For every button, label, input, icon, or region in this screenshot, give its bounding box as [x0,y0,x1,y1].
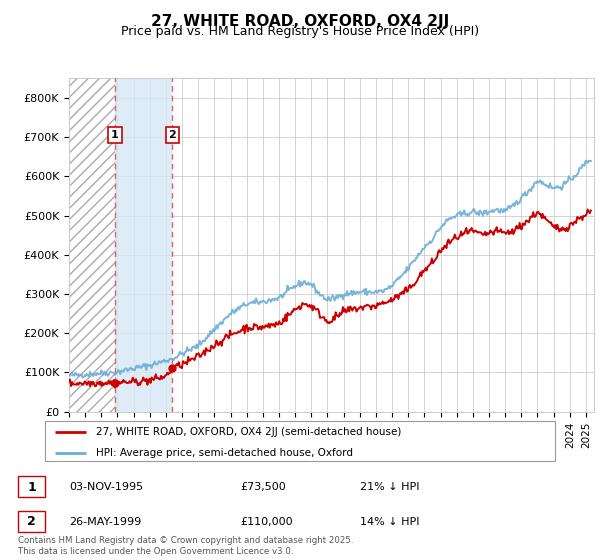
Bar [69,78,115,412]
Text: 2: 2 [27,515,36,529]
Text: £110,000: £110,000 [240,517,293,527]
Text: 27, WHITE ROAD, OXFORD, OX4 2JJ: 27, WHITE ROAD, OXFORD, OX4 2JJ [151,14,449,29]
Text: 14% ↓ HPI: 14% ↓ HPI [360,517,419,527]
Text: Price paid vs. HM Land Registry's House Price Index (HPI): Price paid vs. HM Land Registry's House … [121,25,479,38]
Text: HPI: Average price, semi-detached house, Oxford: HPI: Average price, semi-detached house,… [96,448,353,458]
FancyBboxPatch shape [44,421,556,461]
Bar [115,78,172,412]
Text: £73,500: £73,500 [240,482,286,492]
Text: 26-MAY-1999: 26-MAY-1999 [69,517,141,527]
Text: 27, WHITE ROAD, OXFORD, OX4 2JJ (semi-detached house): 27, WHITE ROAD, OXFORD, OX4 2JJ (semi-de… [96,427,401,437]
Text: 1: 1 [27,480,36,494]
Text: 1: 1 [111,130,119,140]
Text: 21% ↓ HPI: 21% ↓ HPI [360,482,419,492]
Text: 2: 2 [169,130,176,140]
Text: Contains HM Land Registry data © Crown copyright and database right 2025.
This d: Contains HM Land Registry data © Crown c… [18,536,353,556]
Text: 03-NOV-1995: 03-NOV-1995 [69,482,143,492]
